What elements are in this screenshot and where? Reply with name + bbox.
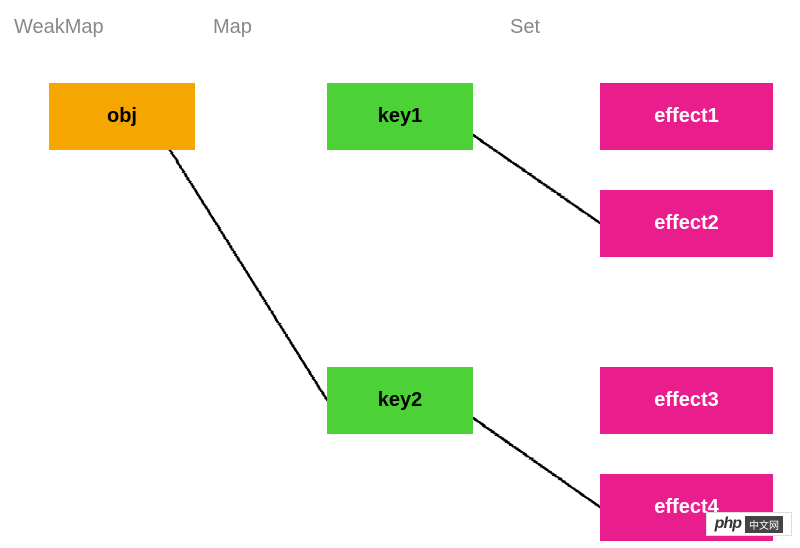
edge-obj-key2 — [170, 150, 327, 400]
edge-key1-effect2 — [473, 135, 600, 223]
header-set: Set — [510, 16, 540, 39]
header-weakmap: WeakMap — [14, 16, 104, 39]
node-obj: obj — [49, 83, 195, 150]
node-key2: key2 — [327, 367, 473, 434]
header-map: Map — [213, 16, 252, 39]
edge-key2-effect4 — [473, 418, 600, 507]
watermark-suffix: 中文网 — [745, 516, 783, 533]
node-key1: key1 — [327, 83, 473, 150]
node-effect2: effect2 — [600, 190, 773, 257]
node-effect1: effect1 — [600, 83, 773, 150]
watermark-prefix: php — [715, 515, 741, 533]
node-effect3: effect3 — [600, 367, 773, 434]
watermark: php 中文网 — [706, 512, 792, 536]
